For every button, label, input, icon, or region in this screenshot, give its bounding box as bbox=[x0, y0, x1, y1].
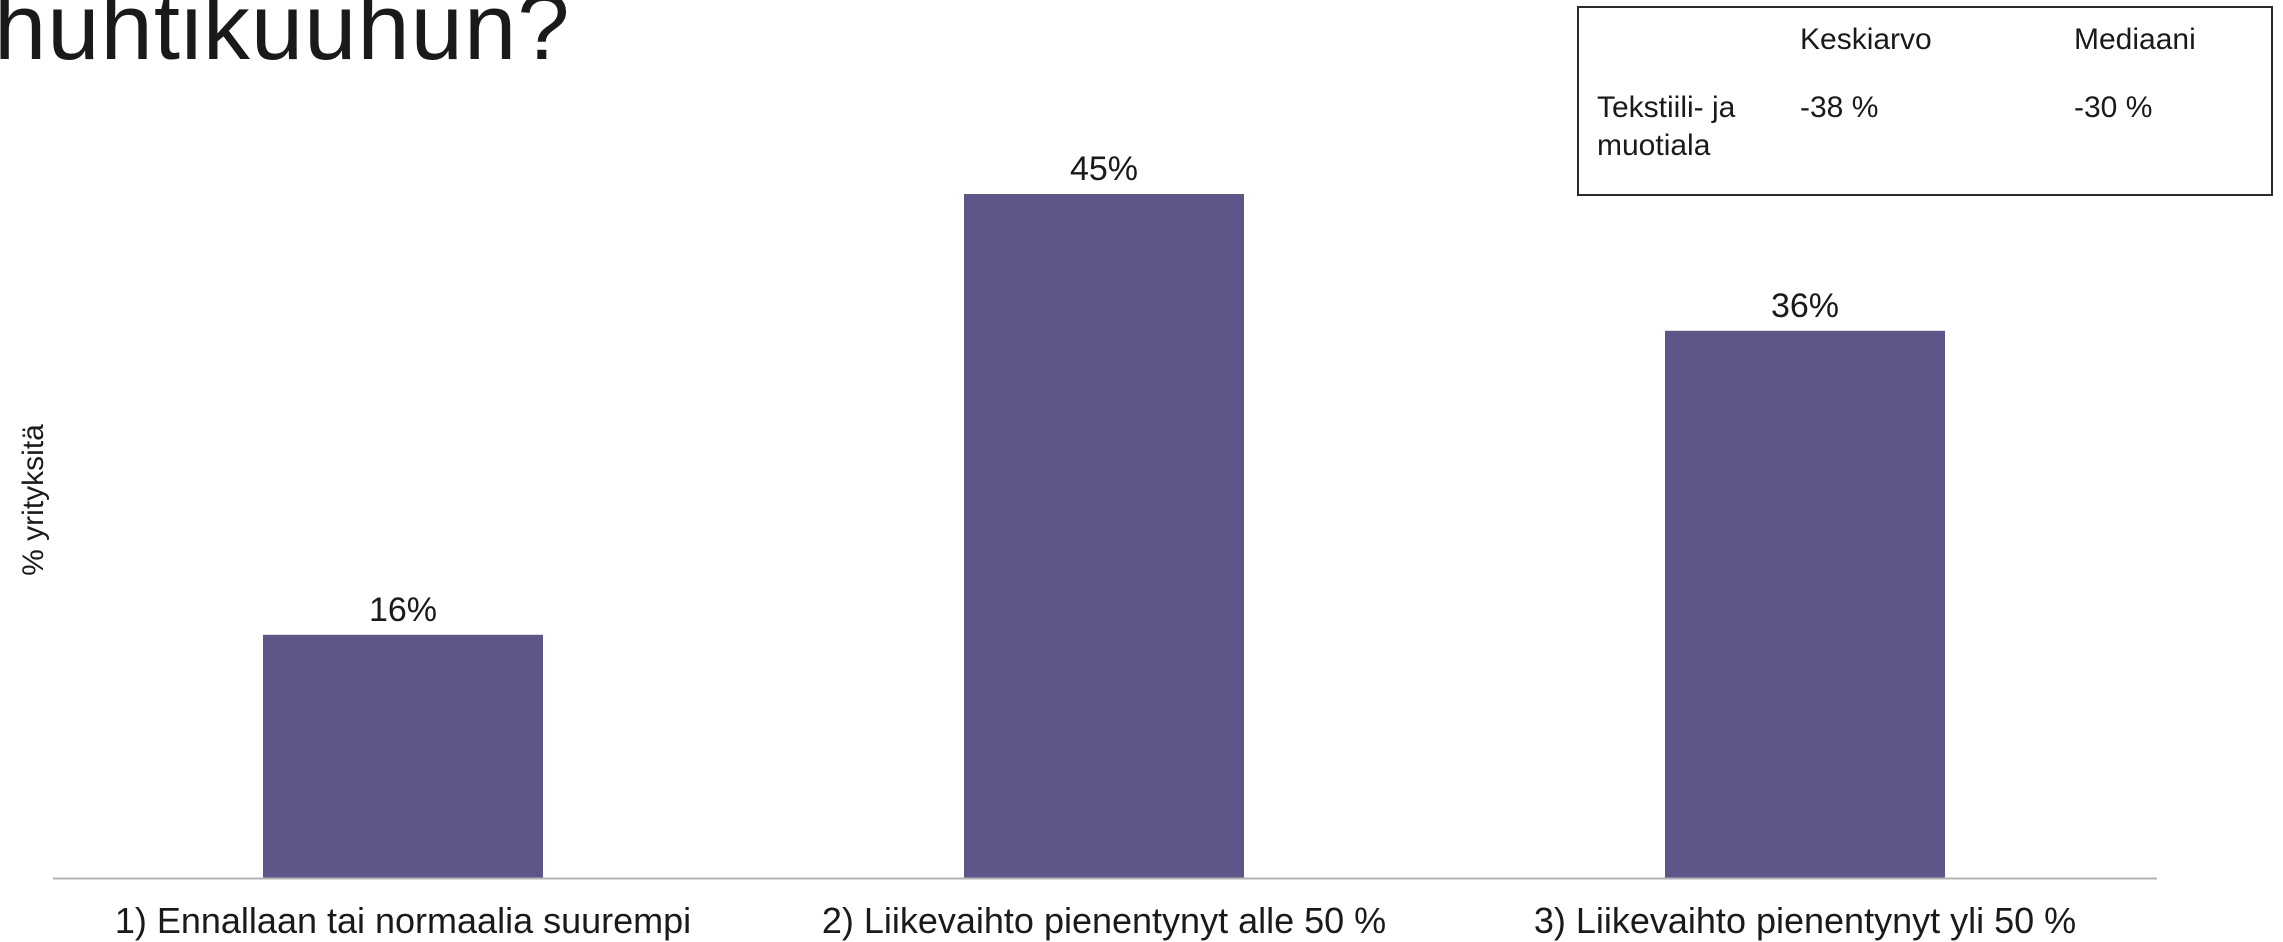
data-label-1: 16% bbox=[369, 591, 437, 629]
bar-2 bbox=[964, 194, 1244, 878]
stats-header-median: Mediaani bbox=[2074, 23, 2196, 56]
stats-mean-value: -38 % bbox=[1800, 91, 1879, 124]
bar-1 bbox=[263, 634, 543, 878]
stats-median-value: -30 % bbox=[2074, 91, 2153, 124]
data-label-2: 45% bbox=[1070, 150, 1138, 188]
stats-row-label-line1: Tekstiili- ja bbox=[1597, 91, 1736, 124]
stats-row-label-line2: muotiala bbox=[1597, 129, 1711, 162]
category-label-3: 3) Liikevaihto pienentynyt yli 50 % bbox=[1533, 900, 2077, 941]
category-label-1: 1) Ennallaan tai normaalia suurempi bbox=[114, 900, 692, 941]
statistics-table: Keskiarvo Mediaani Tekstiili- ja muotial… bbox=[1577, 6, 2273, 196]
chart-title: huhtikuuhun? bbox=[0, 0, 571, 79]
bar-3 bbox=[1665, 330, 1945, 878]
data-label-3: 36% bbox=[1771, 287, 1839, 325]
stats-header-mean: Keskiarvo bbox=[1800, 23, 1932, 56]
category-label-2: 2) Liikevaihto pienentynyt alle 50 % bbox=[821, 900, 1387, 941]
